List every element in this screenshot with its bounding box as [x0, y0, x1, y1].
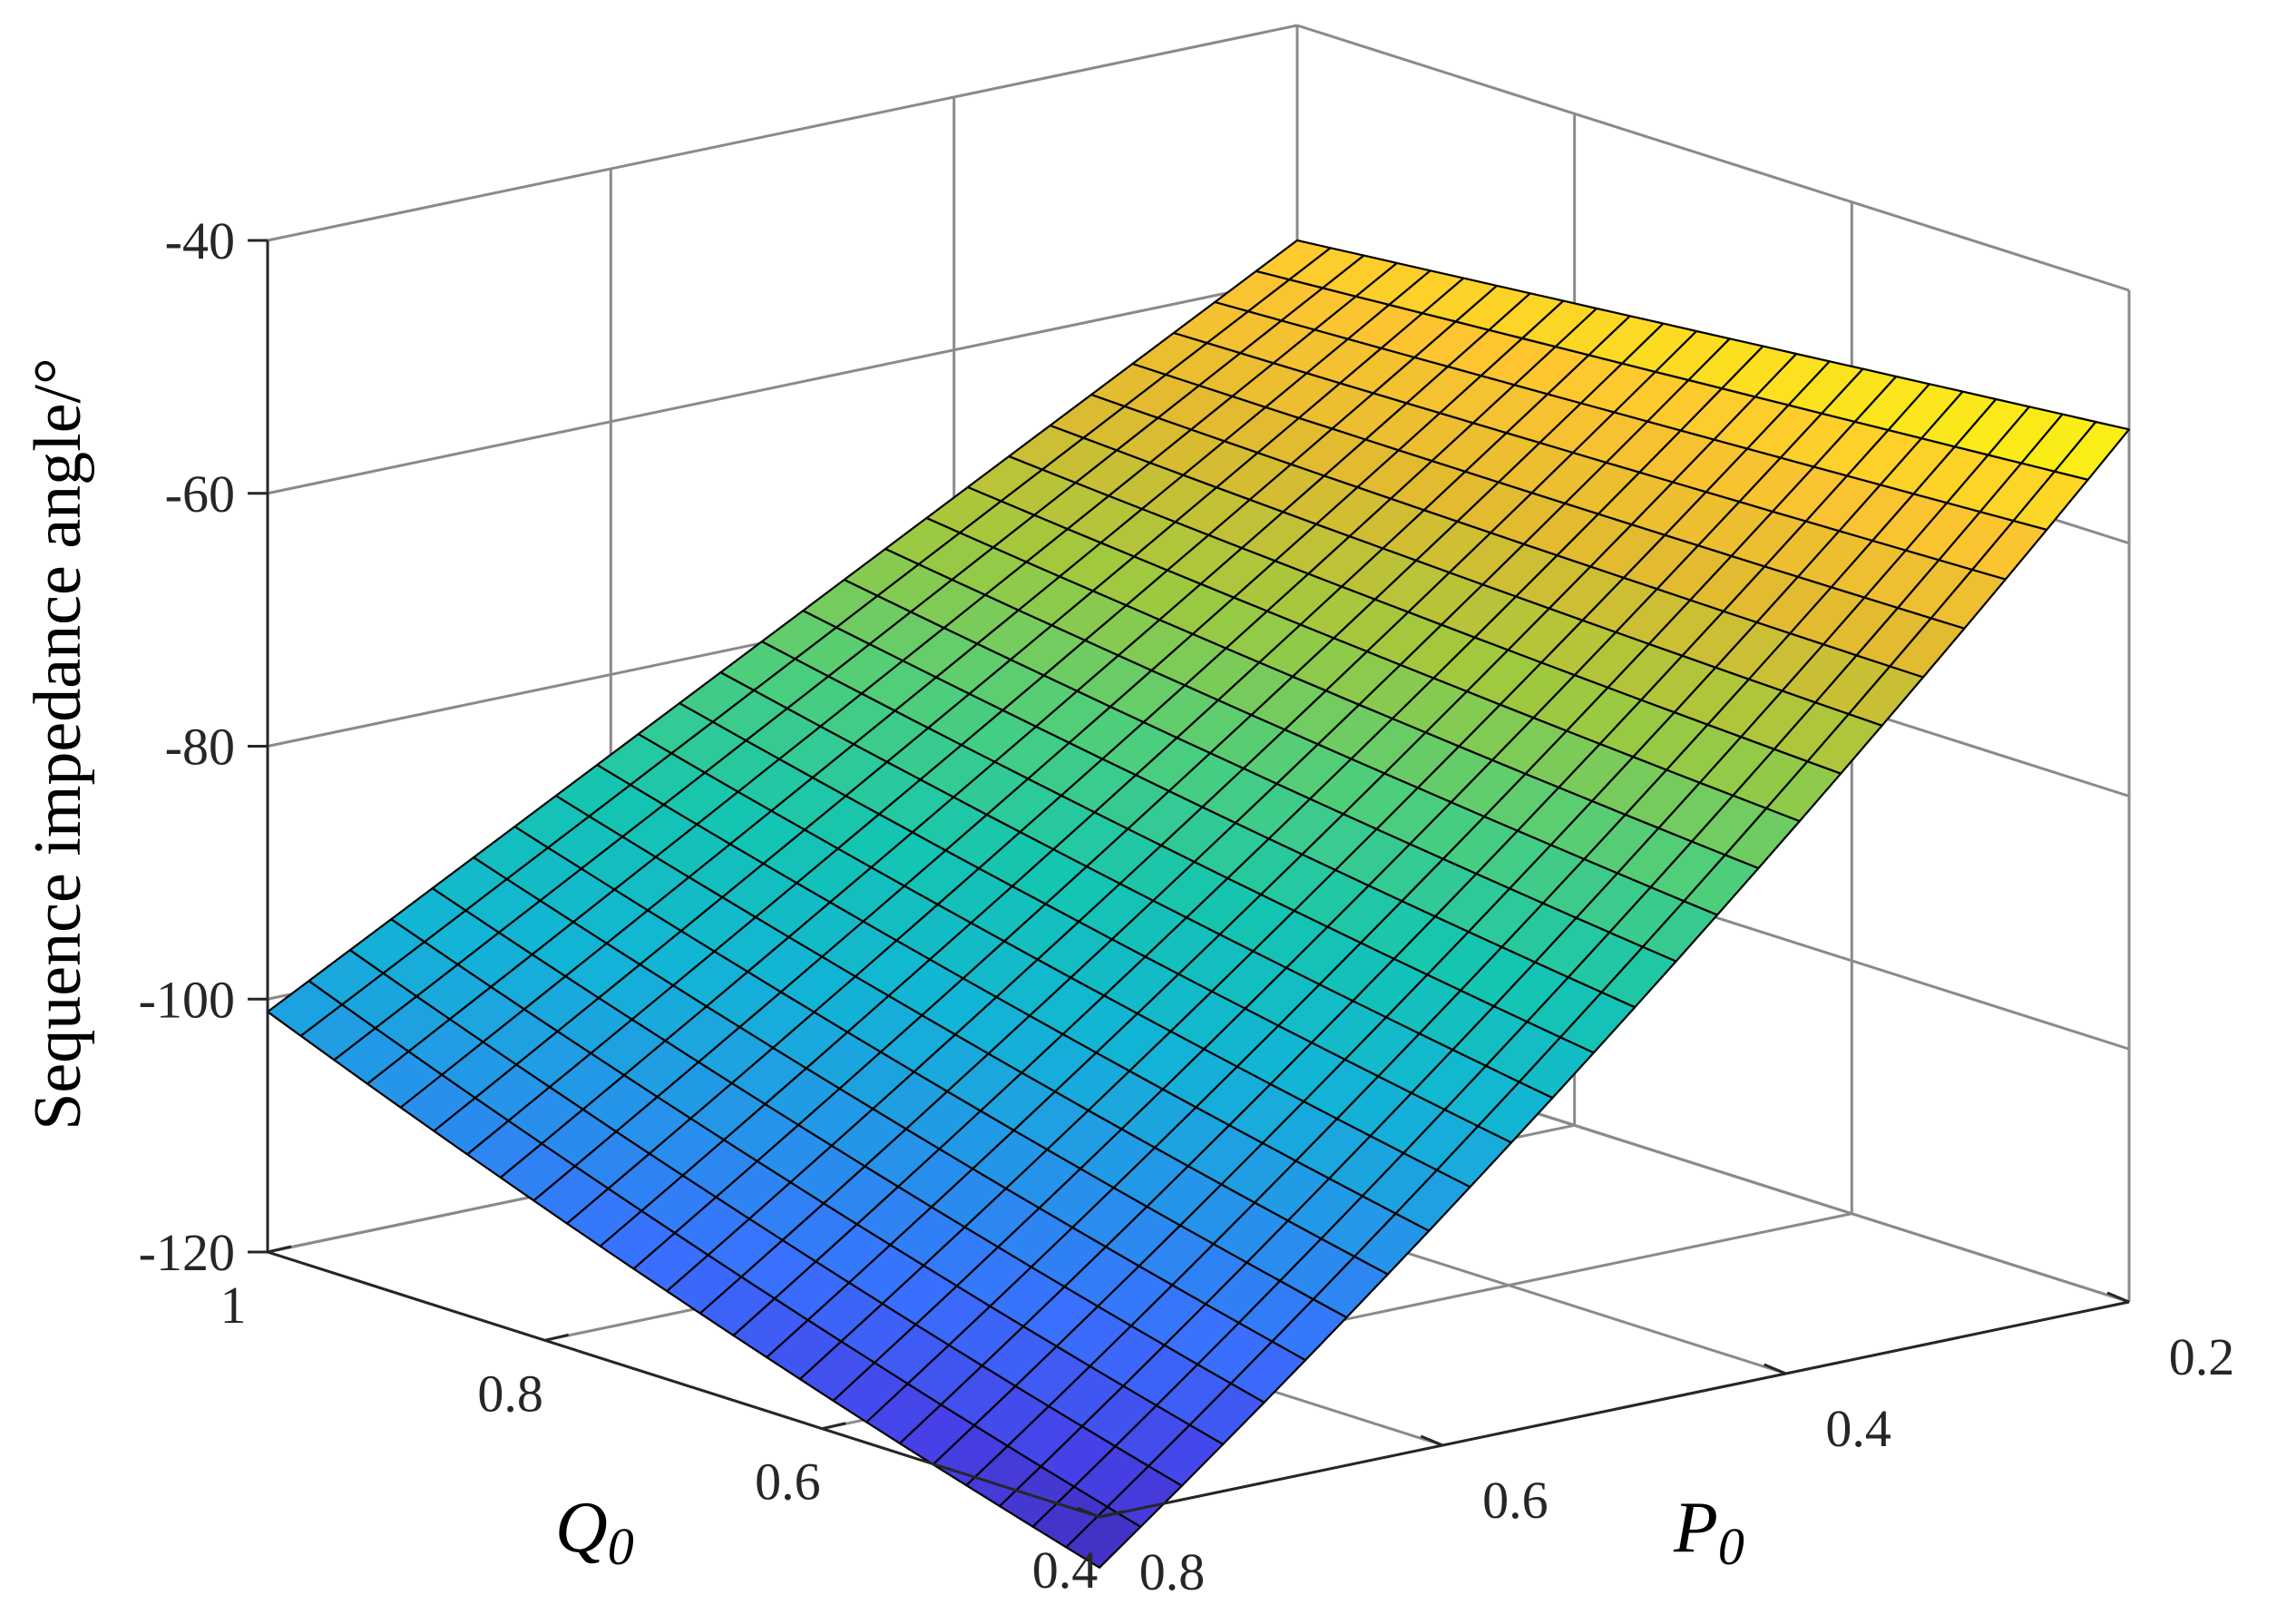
y-tick-mark: [821, 1422, 846, 1431]
grid-line-qwall-z-0: [1296, 24, 2130, 292]
y-tick-label: 1: [220, 1276, 247, 1335]
x-tick-label: 0.4: [1825, 1399, 1891, 1458]
y-tick-mark: [1099, 1510, 1124, 1519]
z-axis-label: Sequence impedance angle/°: [21, 357, 95, 1130]
z-tick-label: -120: [139, 1223, 235, 1282]
y-tick-label: 0.6: [755, 1453, 821, 1511]
axes: [248, 239, 2130, 1519]
z-tick-label: -40: [165, 211, 235, 270]
x-tick-mark: [1420, 1434, 1443, 1447]
y-axis-var: Q: [555, 1488, 608, 1568]
z-tick-label: -60: [165, 465, 235, 523]
x-tick-mark: [1764, 1363, 1787, 1375]
tick-labels: -40 -60 -80 -100 -120 0.4 0.6 0.8 1 0.2 0.4 0.6 0.8: [139, 211, 2235, 1601]
surface-mesh: [266, 239, 2131, 1569]
y-tick-label: 0.8: [477, 1364, 543, 1423]
x-tick-label: 0.8: [1139, 1542, 1206, 1601]
grid-line-pwall-z-0: [267, 24, 1298, 242]
y-axis-line: [267, 1250, 1100, 1519]
x-axis-var: P: [1673, 1488, 1718, 1568]
x-tick-label: 0.2: [2169, 1327, 2235, 1386]
y-axis-label: Q0: [555, 1488, 634, 1576]
y-tick-mark: [267, 1245, 292, 1254]
x-axis-label: P0: [1673, 1488, 1744, 1576]
z-tick-label: -100: [139, 970, 235, 1029]
x-tick-mark: [2106, 1291, 2130, 1304]
x-tick-mark: [1077, 1506, 1100, 1519]
x-axis-line: [1099, 1300, 2130, 1519]
y-tick-mark: [544, 1333, 570, 1342]
x-tick-label: 0.6: [1482, 1471, 1549, 1530]
x-axis-sub: 0: [1718, 1517, 1744, 1576]
grid-line-pwall-z-1: [267, 277, 1298, 495]
y-axis-sub: 0: [608, 1517, 634, 1576]
z-tick-label: -80: [165, 718, 235, 777]
y-tick-label: 0.4: [1032, 1541, 1099, 1600]
